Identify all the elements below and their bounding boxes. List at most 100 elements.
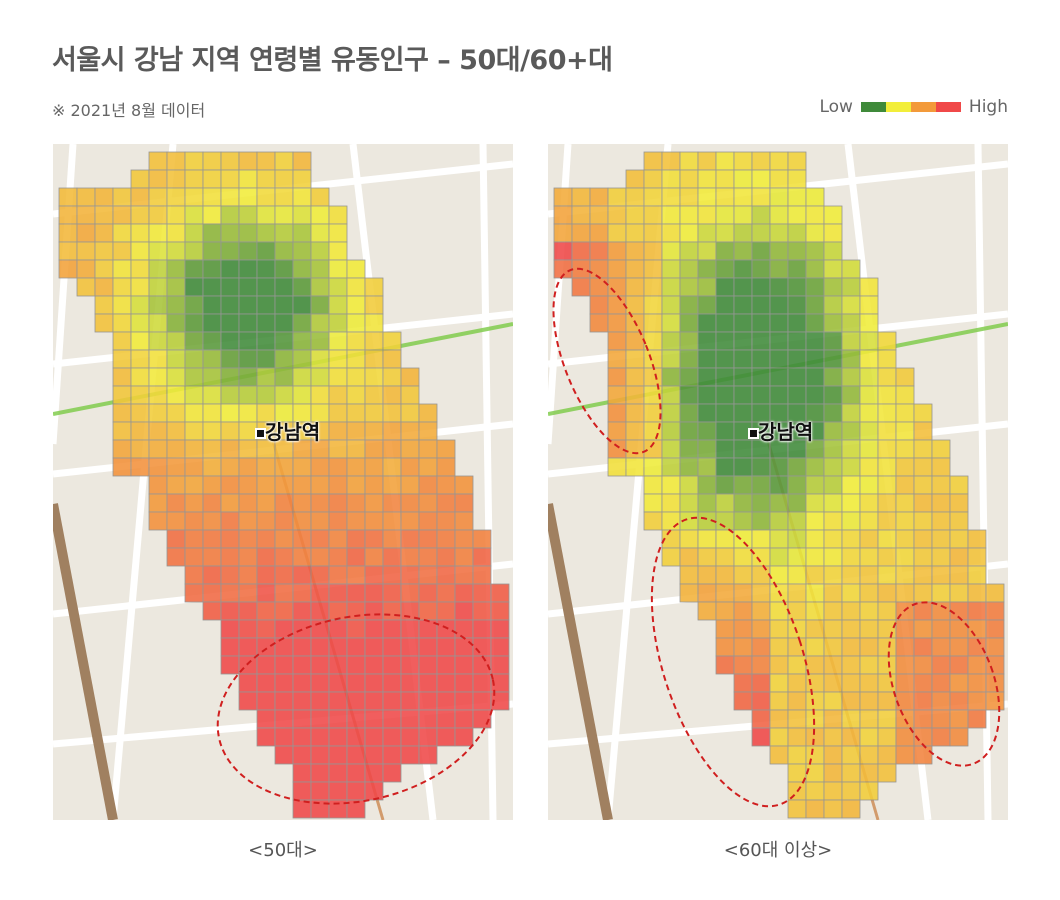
heatmap-cell [625,205,645,225]
heatmap-cell [841,637,861,657]
heatmap-grid [58,151,510,819]
heatmap-cell [913,637,933,657]
heatmap-cell [625,295,645,315]
heatmap-cell [805,295,825,315]
heatmap-cell [805,205,825,225]
heatmap-cell [823,421,843,441]
heatmap-cell [715,241,735,261]
heatmap-cell [418,691,438,711]
heatmap-cell [589,205,609,225]
heatmap-cell [877,691,897,711]
heatmap-cell [202,259,222,279]
heatmap-cell [58,223,78,243]
heatmap-cell [310,709,330,729]
heatmap-cell [112,367,132,387]
heatmap-cell [625,421,645,441]
heatmap-cell [733,475,753,495]
heatmap-cell [238,691,258,711]
heatmap-cell [661,277,681,297]
legend-color-bar [860,102,961,112]
heatmap-cell [274,367,294,387]
heatmap-cell [328,601,348,621]
heatmap-cell [913,601,933,621]
heatmap-cell [220,151,240,171]
heatmap-cell [805,187,825,207]
heatmap-cell [472,565,492,585]
heatmap-cell [112,421,132,441]
heatmap-cell [274,223,294,243]
heatmap-cell [859,277,879,297]
heatmap-cell [364,529,384,549]
heatmap-cell [679,403,699,423]
heatmap-cell [202,583,222,603]
heatmap-cell [418,709,438,729]
heatmap-cell [436,457,456,477]
heatmap-cell [454,565,474,585]
heatmap-cell [292,367,312,387]
heatmap-cell [220,169,240,189]
heatmap-cell [310,223,330,243]
heatmap-cell [859,637,879,657]
heatmap-cell [130,439,150,459]
heatmap-cell [787,655,807,675]
heatmap-cell [787,367,807,387]
heatmap-cell [787,295,807,315]
heatmap-cell [238,529,258,549]
heatmap-cell [751,241,771,261]
heatmap-cell [436,529,456,549]
heatmap-cell [769,331,789,351]
heatmap-cell [220,511,240,531]
heatmap-cell [985,619,1005,639]
heatmap-cell [607,187,627,207]
heatmap-cell [472,547,492,567]
heatmap-cell [571,241,591,261]
heatmap-cell [787,709,807,729]
heatmap-cell [931,601,951,621]
heatmap-cell [877,529,897,549]
heatmap-cell [328,421,348,441]
heatmap-cell [58,187,78,207]
heatmap-cell [148,331,168,351]
heatmap-cell [877,439,897,459]
heatmap-cell [715,619,735,639]
heatmap-cell [220,277,240,297]
heatmap-cell [571,223,591,243]
heatmap-cell [625,439,645,459]
heatmap-cell [310,727,330,747]
heatmap-cell [328,241,348,261]
heatmap-cell [913,691,933,711]
heatmap-cell [823,313,843,333]
heatmap-cell [805,349,825,369]
heatmap-cell [292,295,312,315]
heatmap-cell [292,169,312,189]
heatmap-cell [310,547,330,567]
heatmap-cell [112,439,132,459]
heatmap-cell [256,205,276,225]
heatmap-cell [400,727,420,747]
heatmap-cell [274,637,294,657]
heatmap-cell [841,475,861,495]
heatmap-cell [895,673,915,693]
heatmap-cell [130,241,150,261]
heatmap-cell [823,349,843,369]
heatmap-cell [202,187,222,207]
heatmap-cell [418,529,438,549]
heatmap-cell [715,187,735,207]
heatmap-cell [130,313,150,333]
heatmap-cell [769,511,789,531]
heatmap-cell [805,745,825,765]
heatmap-cell [184,565,204,585]
heatmap-cell [697,493,717,513]
heatmap-cell [751,331,771,351]
heatmap-cell [202,385,222,405]
heatmap-cell [364,565,384,585]
heatmap-cell [94,223,114,243]
heatmap-cell [769,151,789,171]
heatmap-cell [877,331,897,351]
heatmap-cell [787,745,807,765]
heatmap-cell [589,241,609,261]
heatmap-cell [328,637,348,657]
heatmap-cell [256,619,276,639]
heatmap-cell [805,763,825,783]
heatmap-cell [769,277,789,297]
